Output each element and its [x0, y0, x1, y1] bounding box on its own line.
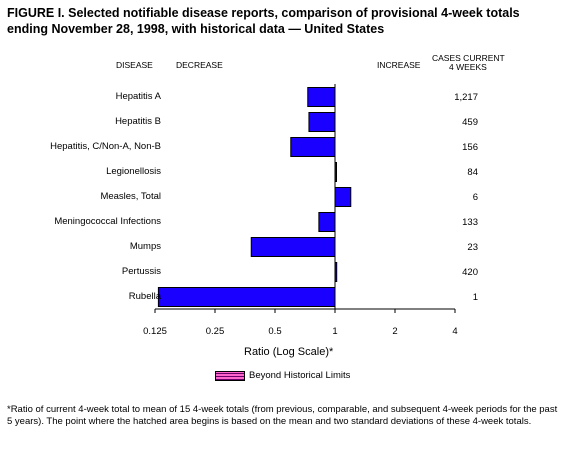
case-count: 6 [472, 192, 478, 203]
case-count: 156 [462, 142, 478, 153]
bar [308, 112, 336, 132]
bar [334, 187, 352, 207]
x-tick-label: 0.25 [205, 326, 225, 337]
header-cases-line1: CASES CURRENT [432, 53, 505, 63]
header-disease: DISEASE [116, 60, 153, 70]
header-increase: INCREASE [377, 60, 421, 70]
legend-hatch-swatch [215, 371, 245, 381]
x-tick-label: 1 [332, 326, 338, 337]
disease-label: Legionellosis [106, 166, 161, 177]
x-tick-label: 2 [392, 326, 398, 337]
case-count: 459 [462, 117, 478, 128]
bar [157, 287, 336, 307]
chart-title: FIGURE I. Selected notifiable disease re… [7, 6, 520, 36]
disease-label: Hepatitis, C/Non-A, Non-B [50, 141, 161, 152]
bar [318, 212, 336, 232]
case-count: 1 [472, 292, 478, 303]
bar [307, 87, 336, 107]
disease-label: Hepatitis A [115, 91, 161, 102]
disease-label: Mumps [129, 241, 161, 252]
case-count: 23 [467, 242, 478, 253]
legend-label: Beyond Historical Limits [249, 370, 351, 381]
footnote: *Ratio of current 4-week total to mean o… [7, 404, 558, 427]
disease-label: Hepatitis B [115, 116, 161, 127]
header-cases-line2: 4 WEEKS [449, 62, 487, 72]
case-count: 1,217 [454, 92, 478, 103]
case-count: 133 [462, 217, 478, 228]
x-tick-label: 0.5 [268, 326, 282, 337]
bar [250, 237, 336, 257]
disease-label: Measles, Total [100, 191, 161, 202]
x-axis-label: Ratio (Log Scale)* [244, 346, 334, 358]
disease-label: Pertussis [121, 266, 161, 277]
header-decrease: DECREASE [176, 60, 223, 70]
x-tick-label: 0.125 [143, 326, 167, 337]
case-count: 420 [462, 267, 478, 278]
case-count: 84 [467, 167, 478, 178]
disease-label: Meningococcal Infections [54, 216, 161, 227]
disease-label: Rubella [128, 291, 161, 302]
bar [290, 137, 336, 157]
x-tick-label: 4 [452, 326, 458, 337]
